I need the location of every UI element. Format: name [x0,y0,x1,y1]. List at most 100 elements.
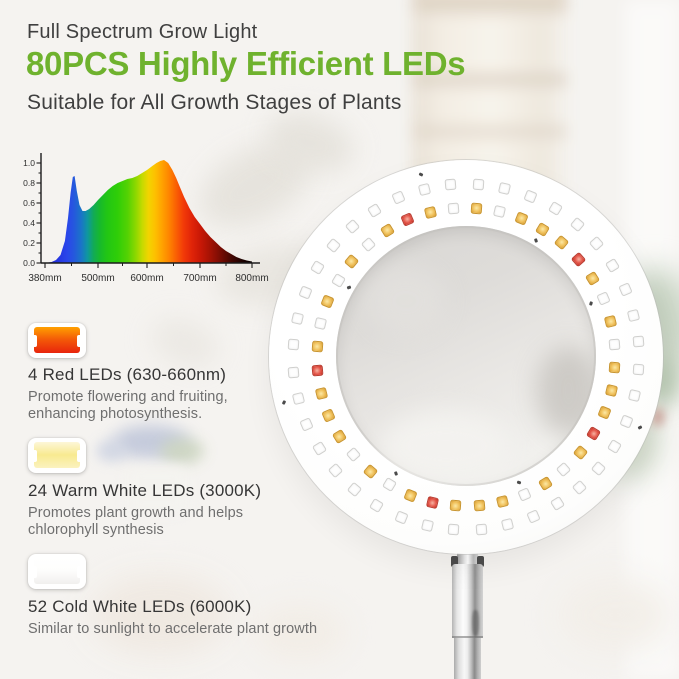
led-warm [403,488,418,503]
swatch-notch [77,334,83,347]
led-white [369,497,385,513]
wire-speck [589,301,594,307]
red-led-swatch [28,323,86,358]
led-white [632,363,645,375]
svg-text:0.2: 0.2 [23,238,35,248]
led-warm [344,253,360,269]
spectrum-chart: 0.0 0.2 0.4 0.6 0.8 1.0 380mm 500mm 600mm 700mm 80… [22,148,272,288]
stand-pole-lower [454,638,481,679]
led-warm [470,202,483,215]
stand-pole-upper [452,564,483,638]
led-red [425,495,440,509]
led-white [571,479,588,496]
led-white [627,308,641,322]
led-white [299,417,315,432]
led-white [617,282,633,297]
led-white [605,257,621,273]
led-white [360,236,376,253]
wire-speck [281,400,286,405]
wire-speck [393,471,399,476]
stand-hinge-knob [477,556,484,567]
legend-item-red-leds: 4 Red LEDs (630-660nm) Promote flowering… [28,323,228,423]
stand-pole-shadow [472,610,479,636]
swatch-notch [31,565,37,578]
led-white [344,218,361,235]
background-through-hole [536,346,596,436]
wire-speck [533,238,539,243]
background-through-hole [366,266,446,336]
led-white [327,462,344,479]
legend-item-warm-white-leds: 24 Warm White LEDs (3000K) Promotes plan… [28,438,261,539]
legend-item-cold-white-leds: 52 Cold White LEDs (6000K) Similar to su… [28,554,317,638]
led-white [290,311,304,325]
svg-text:600mm: 600mm [130,273,163,284]
wire-speck [347,284,352,290]
warm-white-led-swatch-core [34,442,80,468]
led-warm [320,294,335,309]
led-white [516,486,532,502]
led-warm [449,499,462,512]
wire-speck [637,425,643,430]
led-white [606,438,622,454]
legend-desc-line: chlorophyll synthesis [28,522,164,539]
led-red [586,426,602,442]
legend-title: 4 Red LEDs (630-660nm) [28,365,227,384]
led-warm [314,386,329,400]
page-title: 80PCS Highly Efficient LEDs [26,45,466,82]
led-warm [423,205,437,220]
led-white [498,181,512,195]
led-white [526,508,541,524]
led-red [570,251,587,267]
spectrum-chart-svg: 0.0 0.2 0.4 0.6 0.8 1.0 380mm 500mm 600mm 700mm 80… [23,153,269,284]
led-warm [379,223,395,239]
led-white [314,316,328,331]
legend-title: 52 Cold White LEDs (6000K) [28,597,252,616]
legend-description: Promotes plant growth and helps chloroph… [28,505,261,539]
led-white [632,335,645,348]
led-white [547,201,563,217]
svg-text:800mm: 800mm [235,273,268,284]
svg-text:1.0: 1.0 [23,158,35,168]
led-white [287,366,300,379]
swatch-notch [77,449,83,462]
led-white [298,285,313,300]
led-white [492,205,507,219]
led-white [556,461,572,478]
swatch-notch [31,334,37,347]
eyebrow-text: Full Spectrum Grow Light [27,21,258,43]
led-white [569,216,585,233]
led-white [472,178,484,191]
led-warm [572,445,588,461]
led-white [595,291,611,307]
stand-hinge-knob [451,556,458,567]
led-white [590,460,607,476]
led-white [310,260,326,276]
led-white [588,235,605,252]
cold-white-led-swatch-core [34,558,80,584]
led-warm [603,314,618,328]
led-white [381,477,397,493]
led-white [501,518,515,532]
led-white [447,202,459,215]
led-warm [514,211,529,226]
led-red [400,212,416,228]
led-warm [495,494,509,509]
subtitle-text: Suitable for All Growth Stages of Plants [27,91,402,114]
led-white [448,523,460,536]
led-warm [608,361,621,374]
legend-desc-line: Promotes plant growth and helps [28,505,244,521]
led-white [523,189,538,204]
led-white [394,510,409,525]
led-warm [604,383,618,398]
svg-text:0.6: 0.6 [23,198,35,208]
swatch-notch [31,449,37,462]
led-white [291,392,305,406]
wire-speck [418,172,423,177]
led-white [347,481,363,498]
led-warm [584,270,600,286]
led-white [311,441,327,457]
led-white [475,523,488,536]
led-warm [321,407,337,423]
led-warm [311,340,324,353]
